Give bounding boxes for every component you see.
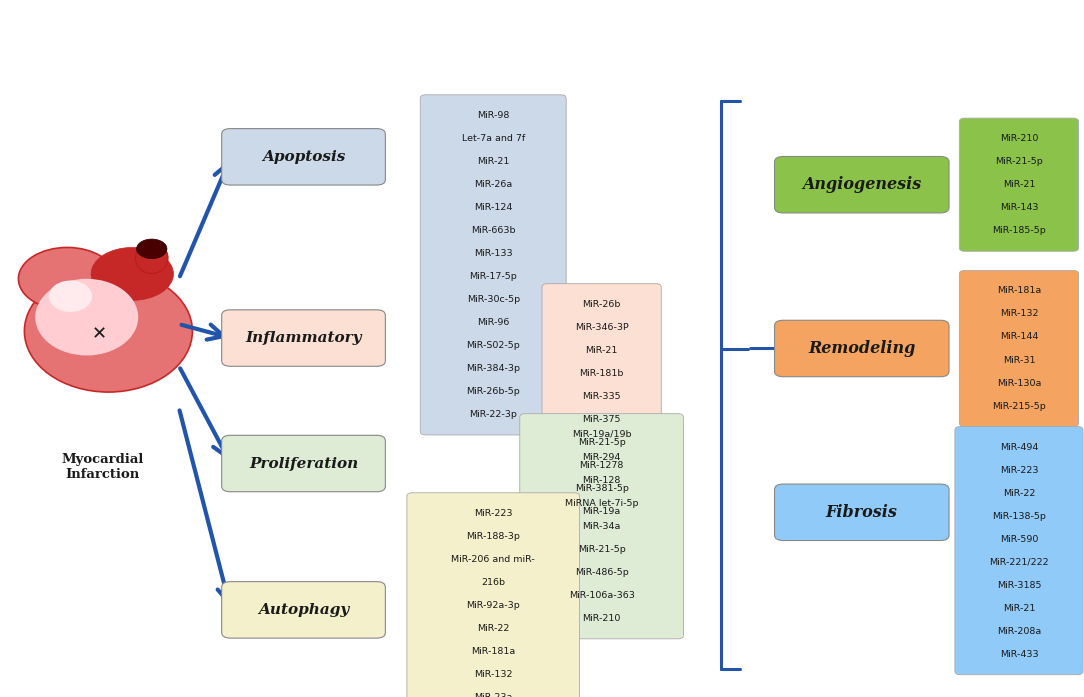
Circle shape [137, 239, 167, 259]
Text: MiR-21-5p: MiR-21-5p [578, 545, 625, 553]
Text: ✕: ✕ [92, 325, 107, 344]
Text: MiR-223: MiR-223 [999, 466, 1038, 475]
Text: MiR-221/222: MiR-221/222 [989, 558, 1049, 567]
Text: MiR-433: MiR-433 [999, 650, 1038, 659]
Text: MiR-188-3p: MiR-188-3p [466, 532, 520, 541]
Text: MiR-21: MiR-21 [477, 157, 509, 166]
Text: MiR-210: MiR-210 [999, 135, 1038, 143]
Text: Myocardial
Infarction: Myocardial Infarction [62, 453, 144, 481]
Text: MiR-30c-5p: MiR-30c-5p [466, 295, 520, 304]
Text: MiR-1278: MiR-1278 [580, 461, 623, 470]
Text: MiR-381-5p: MiR-381-5p [575, 484, 629, 493]
FancyBboxPatch shape [955, 427, 1083, 675]
Text: MiR-23a: MiR-23a [474, 693, 513, 697]
Text: MiR-19a: MiR-19a [582, 507, 621, 516]
FancyBboxPatch shape [774, 484, 950, 541]
Text: MiR-92a-3p: MiR-92a-3p [466, 601, 520, 610]
Text: MiR-335: MiR-335 [582, 392, 621, 401]
Text: MiR-133: MiR-133 [474, 249, 513, 258]
Text: MiRNA let-7i-5p: MiRNA let-7i-5p [565, 499, 638, 507]
Text: MiR-486-5p: MiR-486-5p [575, 568, 629, 576]
Text: MiR-19a/19b: MiR-19a/19b [572, 430, 631, 438]
Text: MiR-22: MiR-22 [477, 624, 509, 633]
Text: MiR-132: MiR-132 [999, 309, 1038, 319]
Text: Remodeling: Remodeling [808, 340, 916, 357]
Text: MiR-375: MiR-375 [582, 415, 621, 424]
Text: MiR-210: MiR-210 [582, 614, 621, 622]
Text: Inflammatory: Inflammatory [245, 331, 362, 345]
Text: MiR-138-5p: MiR-138-5p [992, 512, 1046, 521]
Text: MiR-130a: MiR-130a [997, 378, 1041, 388]
Text: MiR-96: MiR-96 [477, 318, 509, 327]
Circle shape [91, 247, 173, 300]
FancyBboxPatch shape [222, 435, 386, 492]
FancyBboxPatch shape [421, 95, 566, 435]
Text: Angiogenesis: Angiogenesis [802, 176, 921, 193]
Text: MiR-S02-5p: MiR-S02-5p [466, 341, 520, 350]
Text: MiR-34a: MiR-34a [582, 522, 621, 530]
FancyBboxPatch shape [959, 270, 1079, 427]
Text: MiR-21-5p: MiR-21-5p [995, 158, 1043, 166]
FancyBboxPatch shape [520, 413, 684, 639]
Text: Proliferation: Proliferation [249, 457, 358, 470]
Text: MiR-128: MiR-128 [582, 476, 621, 484]
FancyBboxPatch shape [222, 128, 386, 185]
FancyBboxPatch shape [222, 309, 386, 366]
Text: MiR-181a: MiR-181a [997, 286, 1041, 296]
Text: Let-7a and 7f: Let-7a and 7f [462, 134, 525, 143]
Text: MiR-21: MiR-21 [585, 346, 618, 355]
Text: MiR-22-3p: MiR-22-3p [469, 410, 517, 419]
Text: MiR-181a: MiR-181a [472, 647, 515, 656]
Text: MiR-215-5p: MiR-215-5p [992, 401, 1046, 411]
Ellipse shape [24, 270, 193, 392]
Text: MiR-3185: MiR-3185 [996, 581, 1042, 590]
Text: MiR-21: MiR-21 [1003, 604, 1035, 613]
FancyBboxPatch shape [222, 581, 386, 638]
Text: MiR-208a: MiR-208a [997, 627, 1041, 636]
Circle shape [18, 247, 116, 310]
Text: MiR-663b: MiR-663b [470, 226, 516, 235]
Text: MiR-185-5p: MiR-185-5p [992, 227, 1046, 235]
Text: MiR-346-3P: MiR-346-3P [575, 323, 629, 332]
FancyBboxPatch shape [542, 284, 661, 532]
FancyBboxPatch shape [406, 493, 580, 697]
Text: MiR-17-5p: MiR-17-5p [469, 272, 517, 281]
Ellipse shape [136, 242, 168, 273]
Text: MiR-384-3p: MiR-384-3p [466, 364, 520, 373]
Text: MiR-144: MiR-144 [999, 332, 1038, 342]
Text: MiR-22: MiR-22 [1003, 489, 1035, 498]
Text: MiR-26b: MiR-26b [582, 300, 621, 309]
Text: MiR-143: MiR-143 [999, 204, 1038, 212]
Text: MiR-106a-363: MiR-106a-363 [569, 591, 634, 599]
Text: MiR-494: MiR-494 [999, 443, 1038, 452]
Text: MiR-124: MiR-124 [474, 203, 513, 212]
Text: MiR-21: MiR-21 [1003, 181, 1035, 189]
Text: MiR-181b: MiR-181b [580, 369, 623, 378]
FancyBboxPatch shape [774, 156, 950, 213]
Text: Autophagy: Autophagy [258, 603, 349, 617]
Text: MiR-206 and miR-: MiR-206 and miR- [451, 555, 535, 564]
Text: MiR-31: MiR-31 [1003, 355, 1035, 365]
Ellipse shape [35, 279, 139, 355]
Text: MiR-26a: MiR-26a [474, 180, 513, 189]
Text: MiR-21-5p: MiR-21-5p [578, 438, 625, 447]
Ellipse shape [49, 280, 92, 312]
Text: Apoptosis: Apoptosis [262, 150, 345, 164]
Text: Fibrosis: Fibrosis [826, 504, 898, 521]
Text: MiR-132: MiR-132 [474, 670, 513, 679]
FancyBboxPatch shape [774, 321, 950, 376]
Text: MiR-26b-5p: MiR-26b-5p [466, 387, 520, 396]
Text: 216b: 216b [481, 578, 505, 587]
Text: MiR-294: MiR-294 [582, 453, 621, 461]
Text: MiR-98: MiR-98 [477, 111, 509, 120]
Text: MiR-590: MiR-590 [999, 535, 1038, 544]
Text: MiR-223: MiR-223 [474, 509, 513, 518]
FancyBboxPatch shape [959, 118, 1079, 252]
